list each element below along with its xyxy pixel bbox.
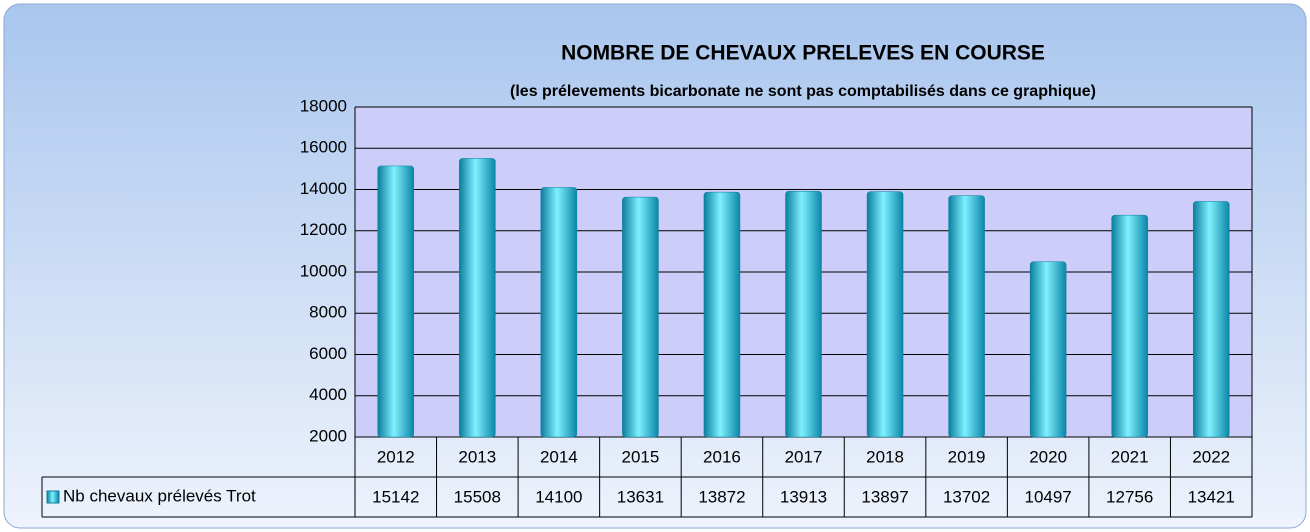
table-value: 13421 [1188, 487, 1235, 506]
x-tick-label: 2022 [1192, 447, 1230, 466]
table-value: 13872 [698, 487, 745, 506]
y-tick-label: 14000 [300, 179, 347, 198]
x-tick-label: 2015 [621, 447, 659, 466]
x-tick-label: 2013 [458, 447, 496, 466]
y-tick-label: 8000 [309, 303, 347, 322]
x-tick-label: 2019 [948, 447, 986, 466]
table-value: 13702 [943, 487, 990, 506]
table-value: 12756 [1106, 487, 1153, 506]
bar [866, 191, 904, 438]
y-tick-label: 2000 [309, 426, 347, 445]
y-tick-label: 18000 [300, 96, 347, 115]
table-value: 10497 [1024, 487, 1071, 506]
y-tick-label: 16000 [300, 138, 347, 157]
table-value: 13897 [861, 487, 908, 506]
bar [459, 158, 496, 438]
table-value: 14100 [535, 487, 582, 506]
chart-title: NOMBRE DE CHEVAUX PRELEVES EN COURSE [561, 42, 1045, 65]
x-tick-label: 2018 [866, 447, 904, 466]
x-tick-label: 2020 [1029, 447, 1067, 466]
bar [377, 165, 415, 438]
bar [540, 187, 578, 438]
y-tick-label: 4000 [309, 385, 347, 404]
bar [622, 196, 659, 438]
bar [785, 191, 822, 438]
legend-label: Nb chevaux prélevés Trot [63, 486, 256, 505]
bar [948, 195, 985, 438]
x-tick-label: 2012 [377, 447, 415, 466]
bar [703, 191, 741, 438]
table-value: 13913 [780, 487, 827, 506]
x-tick-label: 2017 [785, 447, 823, 466]
table-value: 13631 [617, 487, 664, 506]
bar [1111, 214, 1148, 438]
bar [1029, 261, 1067, 438]
x-tick-label: 2021 [1111, 447, 1149, 466]
y-tick-label: 12000 [300, 220, 347, 239]
bar [1192, 201, 1230, 438]
y-tick-label: 6000 [309, 344, 347, 363]
x-tick-label: 2016 [703, 447, 741, 466]
chart-subtitle: (les prélevements bicarbonate ne sont pa… [510, 83, 1096, 100]
x-tick-label: 2014 [540, 447, 578, 466]
legend-key [46, 490, 60, 504]
y-tick-label: 10000 [300, 261, 347, 280]
table-value: 15142 [372, 487, 419, 506]
table-value: 15508 [454, 487, 501, 506]
